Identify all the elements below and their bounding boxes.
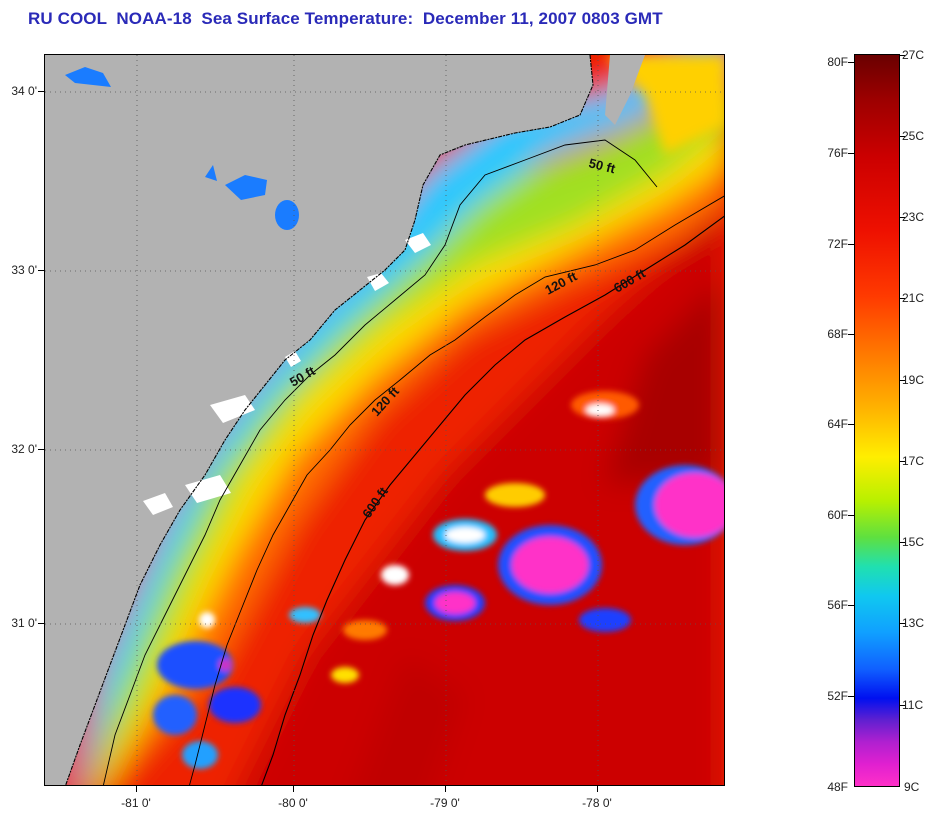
colorbar-label-52f: 52F — [827, 689, 848, 703]
axis-tick — [848, 696, 854, 697]
sst-map: 50 ft 50 ft 120 ft 120 ft 600 ft 600 ft — [44, 54, 725, 786]
longitude-label-78: -78 0' — [582, 796, 612, 810]
colorbar-label-13c: 13C — [902, 616, 925, 630]
longitude-label-79: -79 0' — [430, 796, 460, 810]
colorbar-label-11c: 11C — [902, 698, 924, 712]
coastline — [65, 55, 594, 785]
axis-tick — [900, 623, 905, 624]
temperature-colorbar — [854, 54, 900, 787]
cloud-cells — [289, 391, 724, 683]
colorbar-label-19c: 19C — [902, 373, 925, 387]
axis-tick — [848, 515, 854, 516]
sst-map-canvas: 50 ft 50 ft 120 ft 120 ft 600 ft 600 ft — [45, 55, 724, 785]
axis-tick — [38, 91, 44, 92]
colorbar-label-80f: 80F — [827, 55, 848, 69]
isobath-label-50ft-north: 50 ft — [587, 155, 617, 176]
axis-tick — [848, 153, 854, 154]
colorbar-label-9c: 9C — [904, 780, 920, 794]
axis-tick — [38, 623, 44, 624]
isobath-120ft — [189, 195, 724, 785]
axis-tick — [136, 786, 137, 792]
colorbar-label-68f: 68F — [827, 327, 848, 341]
latitude-label-31: 31 0' — [11, 616, 37, 630]
axis-tick — [900, 55, 905, 56]
axis-tick — [900, 461, 905, 462]
axis-tick — [900, 298, 905, 299]
map-title: RU COOL NOAA-18 Sea Surface Temperature:… — [28, 9, 663, 28]
axis-tick — [848, 424, 854, 425]
axis-tick — [848, 244, 854, 245]
axis-tick — [848, 605, 854, 606]
axis-tick — [38, 449, 44, 450]
isobath-50ft — [102, 139, 658, 785]
axis-tick — [900, 542, 905, 543]
coastal-clouds — [143, 233, 431, 515]
longitude-label-81: -81 0' — [121, 796, 151, 810]
latitude-label-33: 33 0' — [11, 263, 37, 277]
axis-tick — [900, 136, 905, 137]
axis-tick — [900, 217, 905, 218]
colorbar-label-72f: 72F — [827, 237, 848, 251]
colorbar-label-25c: 25C — [902, 129, 925, 143]
colorbar-label-21c: 21C — [902, 291, 925, 305]
colorbar-label-64f: 64F — [827, 417, 848, 431]
colorbar-label-60f: 60F — [827, 508, 848, 522]
latitude-label-32: 32 0' — [11, 442, 37, 456]
colorbar-label-23c: 23C — [902, 210, 925, 224]
axis-tick — [293, 786, 294, 792]
colorbar-label-15c: 15C — [902, 535, 925, 549]
isobath-600ft — [261, 215, 724, 785]
colorbar-label-56f: 56F — [827, 598, 848, 612]
colorbar-label-48f: 48F — [827, 780, 848, 794]
axis-tick — [900, 380, 905, 381]
graticule — [45, 55, 724, 785]
axis-tick — [848, 62, 854, 63]
axis-tick — [38, 270, 44, 271]
longitude-label-80: -80 0' — [278, 796, 308, 810]
axis-tick — [597, 786, 598, 792]
colorbar-label-27c: 27C — [902, 48, 925, 62]
cold-patch — [153, 612, 261, 769]
colorbar-label-17c: 17C — [902, 454, 925, 468]
colorbar-label-76f: 76F — [827, 146, 848, 160]
axis-tick — [900, 705, 905, 706]
axis-tick — [848, 334, 854, 335]
axis-tick — [445, 786, 446, 792]
lakes — [65, 67, 299, 230]
latitude-label-34: 34 0' — [11, 84, 37, 98]
land-mass — [45, 55, 593, 785]
